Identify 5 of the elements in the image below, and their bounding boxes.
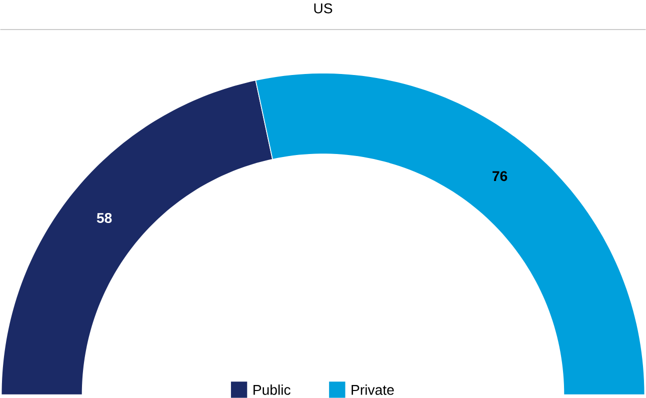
legend-label: Private xyxy=(352,384,394,395)
data-label: 58 xyxy=(96,213,112,224)
legend-label: Public xyxy=(254,384,290,395)
chart-title: US xyxy=(314,3,332,14)
data-label: 76 xyxy=(492,171,508,182)
